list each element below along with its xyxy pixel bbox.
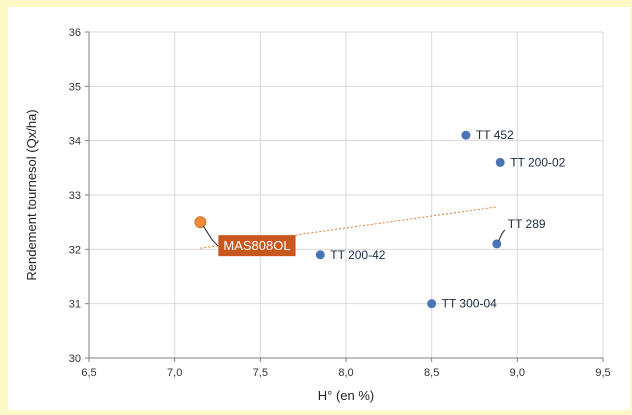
x-tick-label: 6,5 (81, 367, 96, 379)
gridlines (89, 31, 604, 358)
point-tt-289 (492, 239, 502, 249)
label-mas808ol: MAS808OL (223, 238, 290, 253)
leader-line-mas808ol (202, 225, 219, 247)
scatter-chart: 6,5 7,0 7,5 8,0 8,5 9,0 9,5 30 31 32 33 34 35 36 MAS… (24, 27, 611, 403)
x-tick-label: 9,5 (595, 367, 610, 379)
label-tt-289: TT 289 (508, 217, 546, 231)
point-mas808ol (194, 216, 207, 229)
y-tick-label: 34 (69, 136, 81, 148)
y-tick-label: 30 (69, 353, 81, 365)
y-axis-title: Rendement tournesol (Qx/ha) (24, 109, 39, 280)
x-tick-labels: 6,5 7,0 7,5 8,0 8,5 9,0 9,5 (81, 367, 610, 379)
x-axis-title: H° (en %) (318, 388, 375, 403)
y-tick-label: 32 (69, 244, 81, 256)
point-tt-200-02 (495, 157, 505, 167)
label-tt-452: TT 452 (476, 128, 514, 142)
chart-frame: 6,5 7,0 7,5 8,0 8,5 9,0 9,5 30 31 32 33 34 35 36 MAS… (8, 7, 630, 410)
leader-line-tt-289 (498, 229, 506, 242)
label-tt-300-04: TT 300-04 (442, 297, 497, 311)
x-tick-label: 7,0 (167, 367, 182, 379)
x-tick-label: 9,0 (510, 367, 525, 379)
x-tick-label: 7,5 (253, 367, 268, 379)
data-points (194, 130, 505, 309)
x-tick-label: 8,5 (424, 367, 439, 379)
y-tick-label: 31 (69, 299, 81, 311)
label-tt-200-42: TT 200-42 (330, 248, 385, 262)
label-tt-200-02: TT 200-02 (510, 155, 565, 169)
label-box-mas808ol (218, 235, 296, 257)
point-tt-452 (461, 130, 471, 140)
x-tick-label: 8,0 (338, 367, 353, 379)
data-labels: MAS808OL TT 200-42 TT 300-04 TT 452 TT 200-0… (202, 128, 566, 311)
point-tt-200-42 (315, 250, 325, 260)
axes (85, 31, 604, 362)
y-tick-labels: 30 31 32 33 34 35 36 (69, 27, 81, 365)
y-tick-label: 36 (69, 27, 81, 39)
point-tt-300-04 (427, 299, 437, 309)
y-tick-label: 35 (69, 81, 81, 93)
y-tick-label: 33 (69, 190, 81, 202)
